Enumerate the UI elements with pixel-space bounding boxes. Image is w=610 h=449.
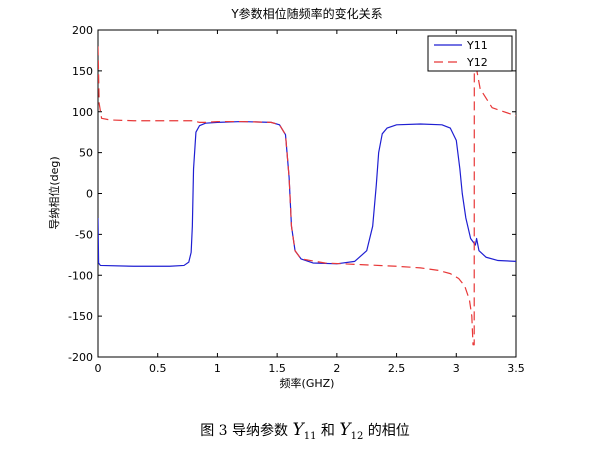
x-tick-label: 2	[333, 362, 340, 375]
y-tick-label: 150	[72, 65, 93, 78]
y-tick-label: 0	[86, 188, 93, 201]
x-tick-label: 1.5	[268, 362, 286, 375]
caption-sub-11: 11	[303, 430, 317, 442]
y-tick-label: 100	[72, 106, 93, 119]
y-tick-label: -200	[68, 351, 93, 364]
x-axis: 0 0.5 1 1.5 2 2.5 3 3.5	[95, 30, 525, 375]
x-axis-label: 频率(GHZ)	[280, 376, 335, 390]
chart-title: Y参数相位随频率的变化关系	[230, 6, 382, 21]
caption-var-y12: Y	[339, 420, 351, 440]
y-axis: 200 150 100 50 0 -50 -100 -150 -200	[68, 24, 516, 364]
x-tick-label: 0	[95, 362, 102, 375]
y-axis-label: 导纳相位(deg)	[47, 156, 61, 229]
caption-prefix: 图 3 导纳参数	[200, 423, 293, 439]
y-tick-label: -50	[75, 228, 93, 241]
plot-area	[97, 29, 517, 358]
figure-caption: 图 3 导纳参数 Y11 和 Y12 的相位	[0, 420, 610, 442]
x-tick-label: 3	[453, 362, 460, 375]
y-tick-label: 200	[72, 24, 93, 37]
x-tick-label: 2.5	[388, 362, 406, 375]
series-layer	[98, 45, 516, 346]
x-tick-label: 1	[214, 362, 221, 375]
y-tick-label: 50	[79, 147, 93, 160]
caption-mid: 和	[316, 423, 340, 439]
x-tick-label: 0.5	[149, 362, 167, 375]
y-tick-label: -100	[68, 269, 93, 282]
caption-var-y11: Y	[292, 420, 304, 440]
series-line-y12	[98, 45, 516, 346]
caption-sub-12: 12	[350, 430, 364, 442]
y-tick-label: -150	[68, 310, 93, 323]
x-tick-label: 3.5	[507, 362, 525, 375]
legend-box	[427, 35, 513, 72]
legend-label-y11: Y11	[466, 39, 488, 52]
caption-suffix: 的相位	[363, 423, 410, 439]
legend-label-y12: Y12	[466, 56, 488, 69]
